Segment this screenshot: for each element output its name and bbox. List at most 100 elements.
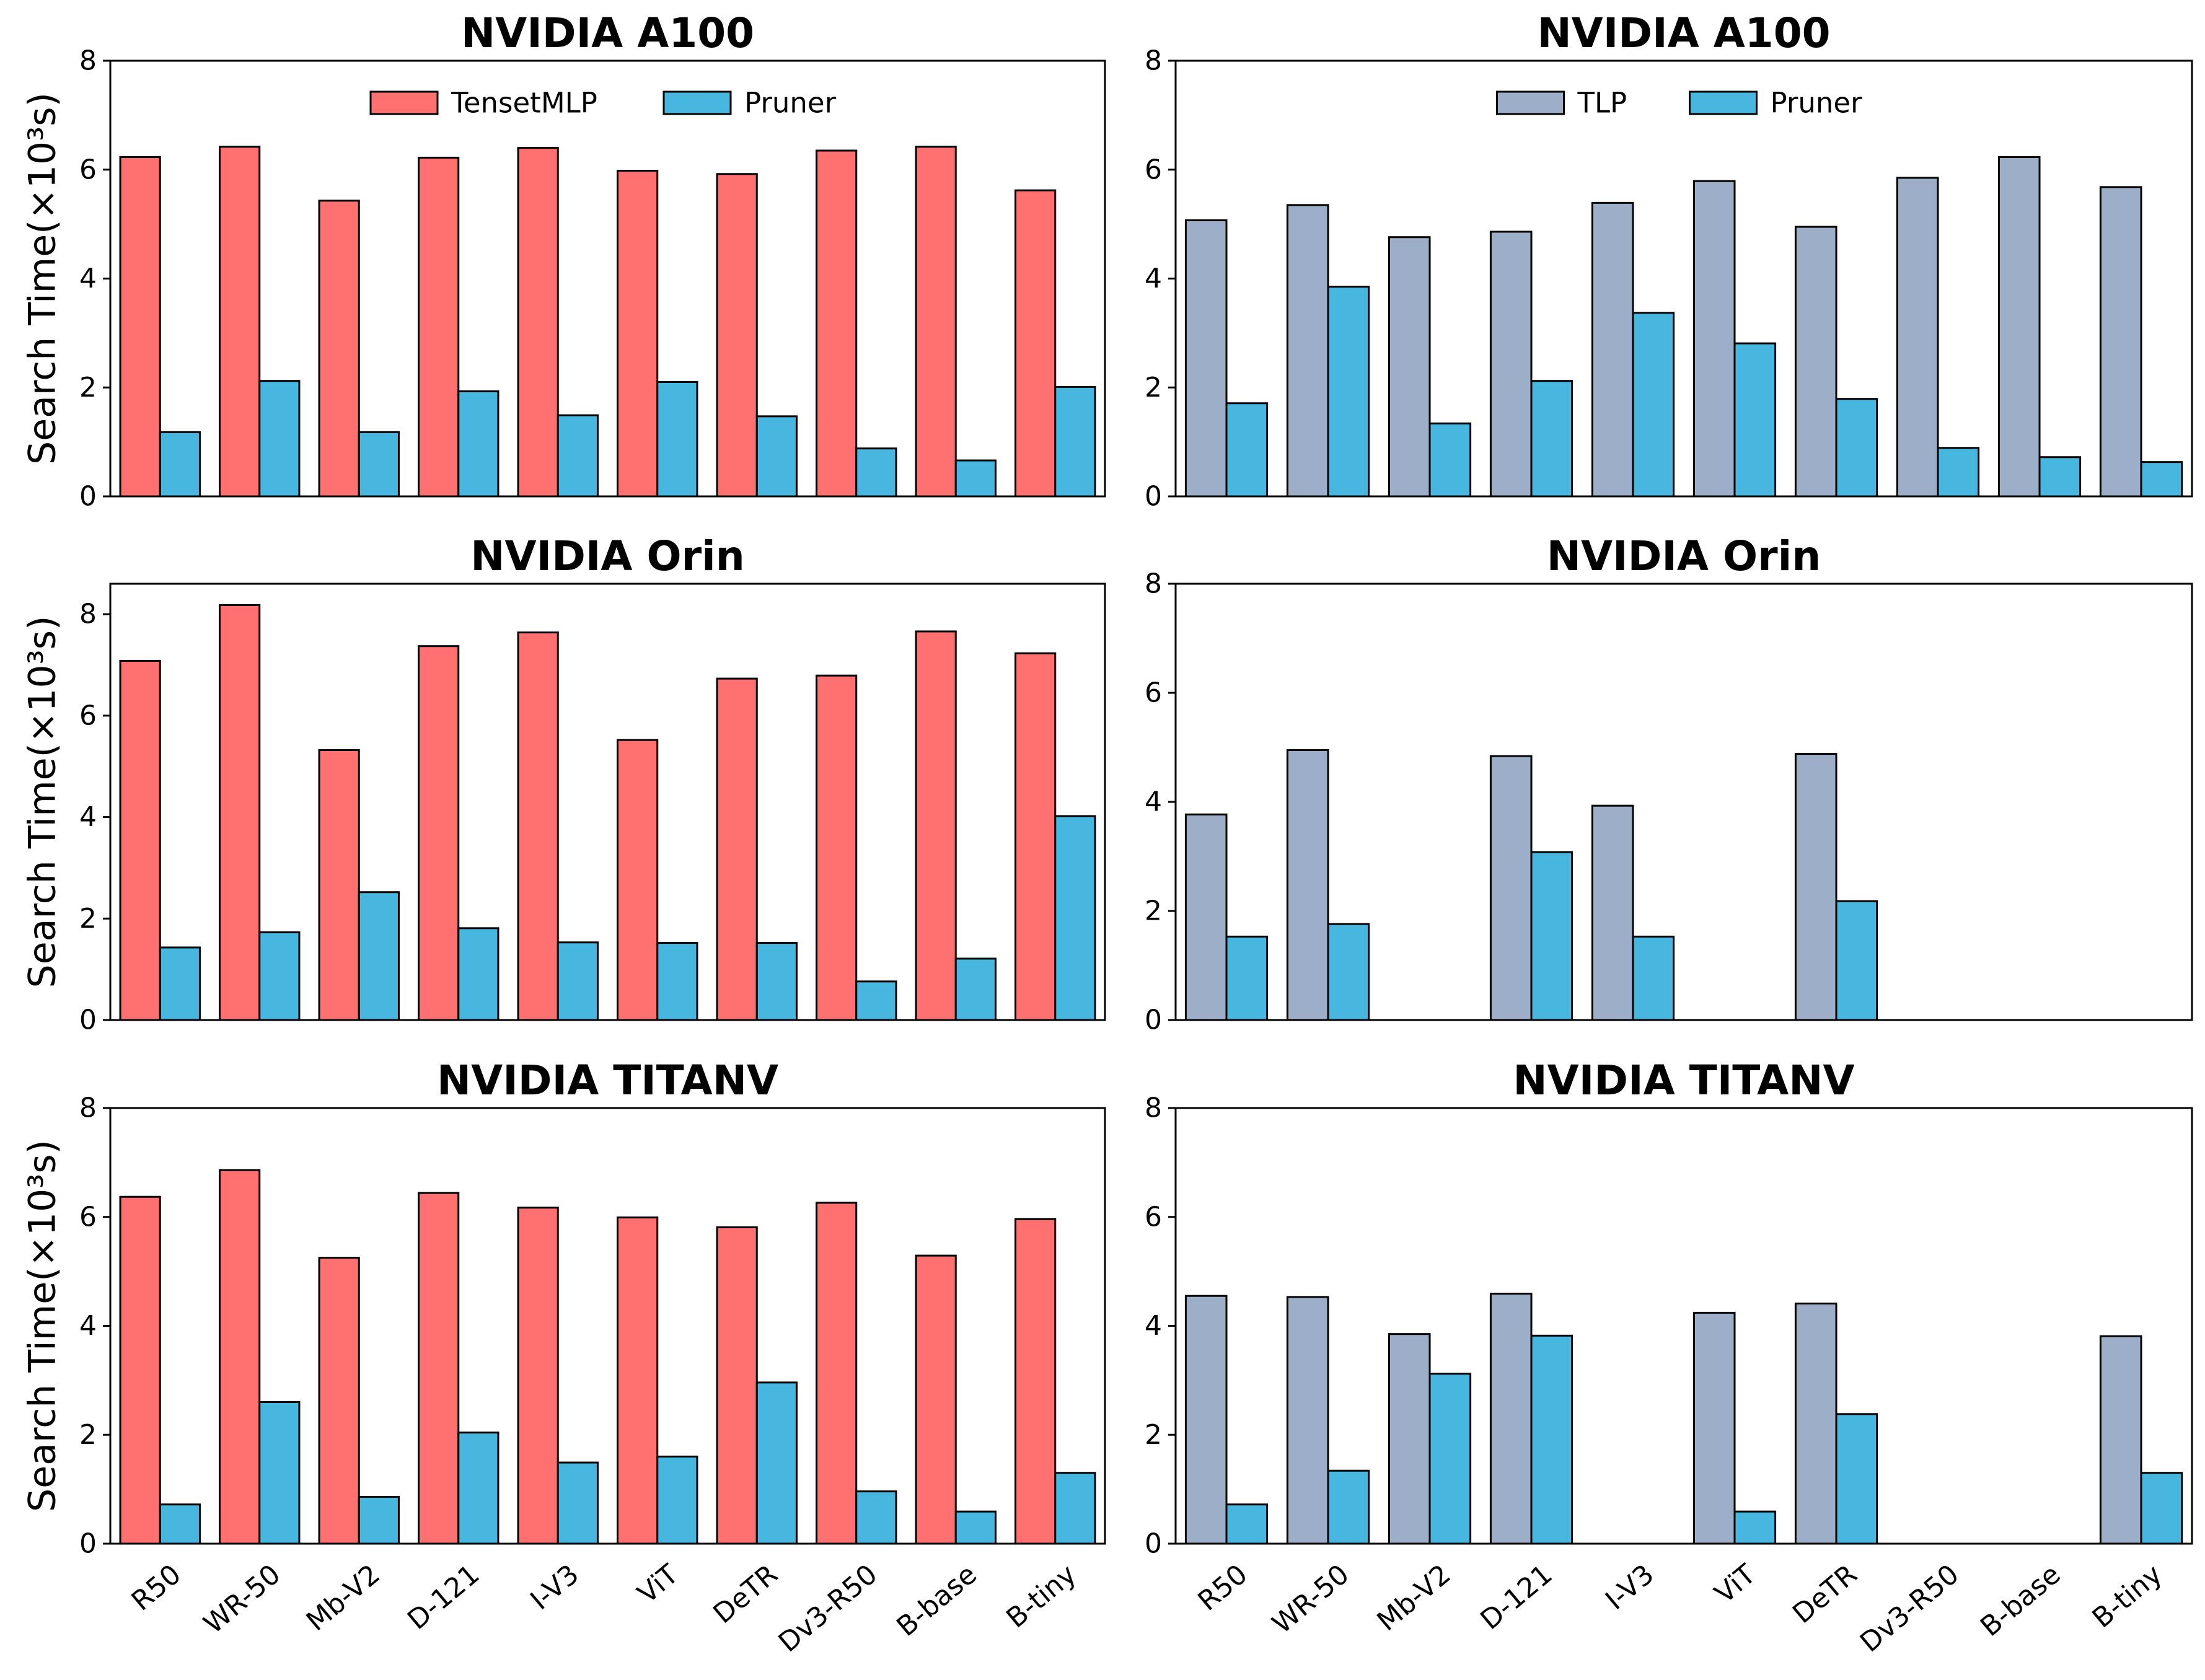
y-tick-label: 8 (79, 1093, 97, 1124)
y-axis-label: Search Time(×10³s) (21, 92, 64, 465)
bar-tensetmlp-wr-50 (219, 604, 261, 1021)
bar-tensetmlp-vit (617, 170, 659, 498)
bar-tlp-vit (1692, 1311, 1736, 1545)
y-tick-label: 0 (1145, 1528, 1162, 1560)
legend-swatch-pruner (1689, 90, 1758, 115)
x-tick-label: D-121 (1474, 1559, 1558, 1636)
bar-tensetmlp-vit (617, 739, 659, 1021)
legend-label-tlp: TLP (1577, 87, 1627, 120)
y-tick-label: 2 (1145, 895, 1162, 927)
bar-tensetmlp-vit (617, 1216, 659, 1545)
bar-pruner-detr (755, 1381, 798, 1545)
bar-pruner-mb-v2 (1428, 1373, 1472, 1545)
y-tick-label: 0 (1145, 481, 1162, 512)
bar-pruner-i-v3 (1632, 312, 1675, 498)
bar-tensetmlp-b-tiny (1014, 1218, 1057, 1545)
bar-pruner-b-base (954, 1510, 997, 1545)
bar-tlp-wr-50 (1286, 1296, 1329, 1545)
bar-pruner-r50 (159, 946, 201, 1021)
y-tick-label: 2 (79, 372, 97, 403)
bar-tlp-b-base (1997, 156, 2041, 498)
y-tick-label: 6 (79, 700, 97, 731)
bar-pruner-wr-50 (258, 931, 301, 1021)
x-tick-label: B-base (1974, 1559, 2066, 1643)
x-tick-label: I-V3 (1600, 1559, 1660, 1616)
bar-tensetmlp-dv3-r50 (816, 674, 858, 1021)
bar-tensetmlp-i-v3 (517, 1207, 559, 1545)
bar-tensetmlp-b-base (915, 1254, 957, 1545)
bar-tlp-vit (1692, 180, 1736, 498)
bar-pruner-d-121 (457, 1432, 500, 1545)
bar-tlp-r50 (1184, 1295, 1228, 1545)
panel-5: NVIDIA TITANV Search Time(×10³s) 0 2 4 6 8 R50 W… (21, 1057, 1106, 1658)
x-tick-label: WR-50 (198, 1559, 286, 1640)
y-tick-label: 8 (79, 599, 97, 630)
bar-tensetmlp-r50 (119, 156, 161, 498)
x-tick-label: DeTR (707, 1559, 783, 1630)
bar-tlp-detr (1794, 226, 1838, 498)
axes-frame (109, 583, 1106, 1021)
y-tick-label: 4 (1145, 263, 1162, 294)
bar-tlp-mb-v2 (1388, 1333, 1431, 1545)
bar-pruner-b-tiny (1054, 815, 1096, 1021)
bar-pruner-i-v3 (557, 941, 599, 1021)
bar-pruner-b-tiny (2140, 1472, 2183, 1545)
bar-tensetmlp-dv3-r50 (816, 1202, 858, 1545)
bar-pruner-wr-50 (258, 1401, 301, 1545)
bar-tensetmlp-detr (716, 173, 758, 498)
bar-pruner-i-v3 (557, 1461, 599, 1545)
y-tick-label: 8 (79, 45, 97, 77)
y-tick-label: 2 (79, 1419, 97, 1451)
y-tick-label: 6 (79, 1201, 97, 1233)
panel-title: NVIDIA Orin (1547, 532, 1821, 580)
y-tick-label: 0 (1145, 1005, 1162, 1036)
bar-tensetmlp-d-121 (418, 1192, 460, 1545)
panel-title: NVIDIA A100 (1537, 9, 1830, 57)
panel-6: NVIDIA TITANV 0 2 4 6 8 R50 WR-50 Mb-V2 D-121 I-V3… (1145, 1057, 2193, 1658)
legend: TensetMLP Pruner (369, 87, 837, 120)
panel-4: NVIDIA Orin 0 2 4 6 8 (1145, 532, 2193, 1036)
bar-tlp-d-121 (1489, 755, 1533, 1021)
bar-pruner-vit (656, 942, 698, 1021)
bar-pruner-detr (755, 942, 798, 1021)
x-tick-label: Mb-V2 (301, 1559, 386, 1637)
y-tick-label: 6 (1145, 1201, 1162, 1233)
bar-tlp-i-v3 (1591, 804, 1634, 1021)
x-tick-label: ViT (632, 1559, 684, 1610)
bar-tensetmlp-r50 (119, 1195, 161, 1545)
bar-tensetmlp-r50 (119, 659, 161, 1021)
bar-pruner-mb-v2 (358, 891, 400, 1021)
panel-title: NVIDIA TITANV (437, 1057, 778, 1104)
y-tick-label: 4 (1145, 786, 1162, 818)
panel-2: NVIDIA A100 0 2 4 6 8 TLP Pruner (1145, 9, 2193, 512)
x-tick-label: WR-50 (1266, 1559, 1355, 1640)
bar-pruner-vit (656, 1455, 698, 1545)
bar-tensetmlp-mb-v2 (318, 1257, 360, 1545)
bar-tlp-r50 (1184, 813, 1228, 1021)
bar-pruner-mb-v2 (358, 431, 400, 498)
bar-tensetmlp-mb-v2 (318, 749, 360, 1021)
y-tick-label: 0 (79, 1005, 97, 1036)
y-tick-label: 8 (1145, 45, 1162, 77)
bar-tlp-i-v3 (1591, 201, 1634, 498)
bar-pruner-detr (1835, 900, 1878, 1021)
bar-tlp-detr (1794, 1302, 1838, 1545)
bar-pruner-i-v3 (557, 414, 599, 498)
bar-pruner-r50 (1225, 402, 1269, 498)
bar-pruner-wr-50 (258, 380, 301, 498)
bar-tlp-mb-v2 (1388, 236, 1431, 498)
x-tick-label: Dv3-R50 (773, 1559, 884, 1658)
bar-pruner-i-v3 (1632, 935, 1675, 1021)
bar-pruner-d-121 (457, 927, 500, 1021)
panel-1: NVIDIA A100 Search Time(×10³s) 0 2 4 6 8 Tenset… (21, 9, 1106, 512)
legend-swatch-tlp (1496, 90, 1565, 115)
bar-pruner-dv3-r50 (1937, 447, 1980, 498)
panel-title: NVIDIA TITANV (1513, 1057, 1854, 1104)
x-tick-label: ViT (1709, 1559, 1762, 1610)
bar-pruner-b-tiny (1054, 385, 1096, 498)
bar-pruner-wr-50 (1327, 1469, 1370, 1545)
panel-title: NVIDIA Orin (470, 532, 745, 580)
bar-pruner-mb-v2 (1428, 422, 1472, 498)
y-tick-label: 6 (1145, 154, 1162, 185)
